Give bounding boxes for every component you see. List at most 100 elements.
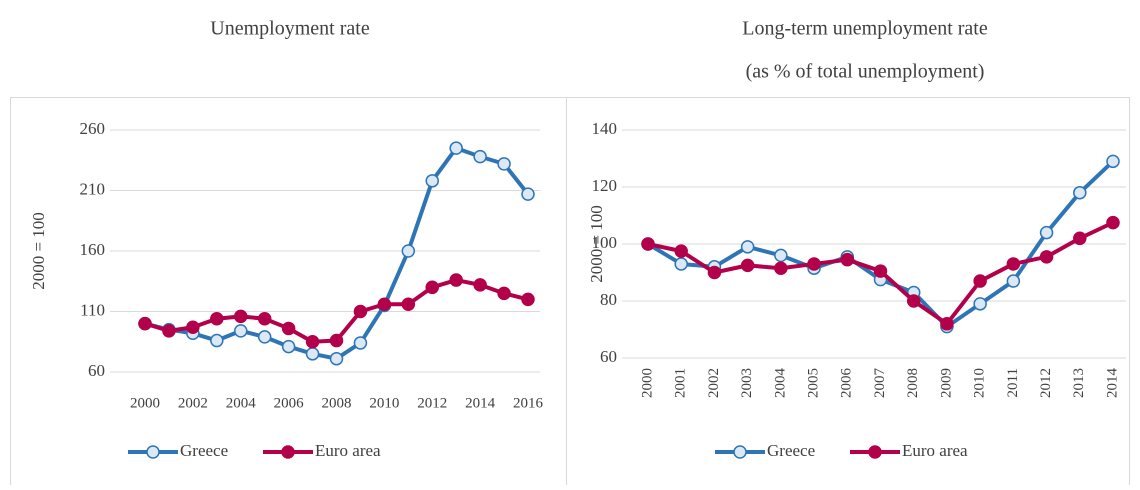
x-tick-label: 2014 <box>1104 368 1120 399</box>
data-point <box>1073 231 1087 246</box>
x-tick-label: 2014 <box>465 395 496 411</box>
legend-marker <box>281 445 295 459</box>
data-point <box>906 294 921 308</box>
chart-title: Long-term unemployment rate <box>742 18 988 40</box>
data-point <box>774 261 788 275</box>
chart-frame <box>566 97 1130 488</box>
x-tick-label: 2007 <box>872 368 888 399</box>
data-point <box>329 351 344 366</box>
x-tick-label: 2011 <box>1005 368 1021 397</box>
data-point <box>840 252 855 267</box>
data-point <box>1073 185 1087 200</box>
data-point <box>425 174 439 188</box>
data-point <box>353 304 368 319</box>
legend-marker <box>733 445 747 459</box>
data-point <box>674 257 688 271</box>
x-tick-label: 2005 <box>806 368 822 398</box>
x-tick-label: 2006 <box>274 395 305 411</box>
data-point <box>305 335 320 349</box>
series-line <box>144 146 530 361</box>
data-point <box>1006 274 1021 288</box>
data-point <box>973 297 987 311</box>
x-tick-label: 2004 <box>226 395 257 411</box>
legend-label: Greece <box>180 441 228 460</box>
x-tick-label: 2010 <box>369 395 399 411</box>
data-point <box>973 274 987 288</box>
x-tick-label: 2010 <box>972 368 988 398</box>
data-point <box>257 312 272 326</box>
data-point <box>674 244 688 258</box>
data-point <box>940 317 954 331</box>
data-point <box>473 278 487 292</box>
data-point <box>377 297 392 311</box>
data-point <box>807 257 821 271</box>
data-point <box>521 292 535 307</box>
legend-label: Euro area <box>902 441 968 460</box>
data-point <box>740 258 755 273</box>
series-line <box>144 278 529 344</box>
data-point <box>138 316 152 331</box>
data-point <box>1039 225 1054 240</box>
y-tick-label: 120 <box>592 176 618 195</box>
data-point <box>234 309 248 324</box>
data-point <box>774 248 788 263</box>
data-point <box>449 273 463 287</box>
data-point <box>473 149 487 164</box>
x-tick-label: 2013 <box>1071 368 1087 398</box>
x-tick-label: 2000 <box>639 368 655 398</box>
data-point <box>449 141 463 155</box>
data-point <box>281 321 296 336</box>
data-point <box>873 264 888 278</box>
x-tick-label: 2000 <box>130 395 160 411</box>
data-point <box>497 157 511 171</box>
data-point <box>707 265 722 280</box>
data-point <box>1039 250 1054 264</box>
data-point <box>329 333 344 348</box>
data-point <box>497 286 511 301</box>
y-tick-label: 60 <box>600 347 617 366</box>
y-tick-label: 100 <box>592 233 618 252</box>
legend-label: Greece <box>767 441 815 460</box>
data-point <box>1106 154 1120 169</box>
y-axis-label: 2000 = 100 <box>29 212 48 290</box>
y-tick-label: 210 <box>80 179 106 198</box>
chart-subtitle: (as % of total unemployment) <box>746 61 985 83</box>
x-tick-label: 2006 <box>839 368 855 399</box>
x-tick-label: 2012 <box>1038 368 1054 398</box>
y-axis-label: 2000 = 100 <box>587 205 606 283</box>
data-point <box>305 347 320 361</box>
data-point <box>353 336 368 350</box>
x-tick-label: 2016 <box>513 395 544 411</box>
x-tick-label: 2009 <box>938 368 954 398</box>
data-point <box>401 297 416 311</box>
data-point <box>162 324 176 338</box>
x-tick-label: 2004 <box>772 368 788 399</box>
legend-marker <box>146 445 160 459</box>
data-point <box>234 324 248 338</box>
data-point <box>641 237 655 251</box>
x-tick-label: 2003 <box>739 368 755 398</box>
data-point <box>281 339 296 354</box>
legend-marker <box>868 445 882 459</box>
data-point <box>186 320 200 334</box>
data-point <box>1006 257 1021 271</box>
data-point <box>521 187 535 201</box>
x-tick-label: 2002 <box>706 368 722 398</box>
y-tick-label: 140 <box>592 119 618 138</box>
data-point <box>257 330 272 344</box>
y-tick-label: 110 <box>80 300 105 319</box>
data-point <box>1106 215 1120 230</box>
x-tick-label: 2001 <box>673 368 689 398</box>
data-point <box>210 333 224 348</box>
x-tick-label: 2002 <box>178 395 208 411</box>
legend-label: Euro area <box>315 441 381 460</box>
x-tick-label: 2008 <box>322 395 352 411</box>
data-point <box>401 244 416 258</box>
chart-title: Unemployment rate <box>210 18 370 40</box>
y-tick-label: 60 <box>88 361 105 380</box>
x-tick-label: 2012 <box>417 395 447 411</box>
data-point <box>210 312 224 326</box>
y-tick-label: 80 <box>600 290 617 309</box>
y-tick-label: 260 <box>80 119 106 138</box>
